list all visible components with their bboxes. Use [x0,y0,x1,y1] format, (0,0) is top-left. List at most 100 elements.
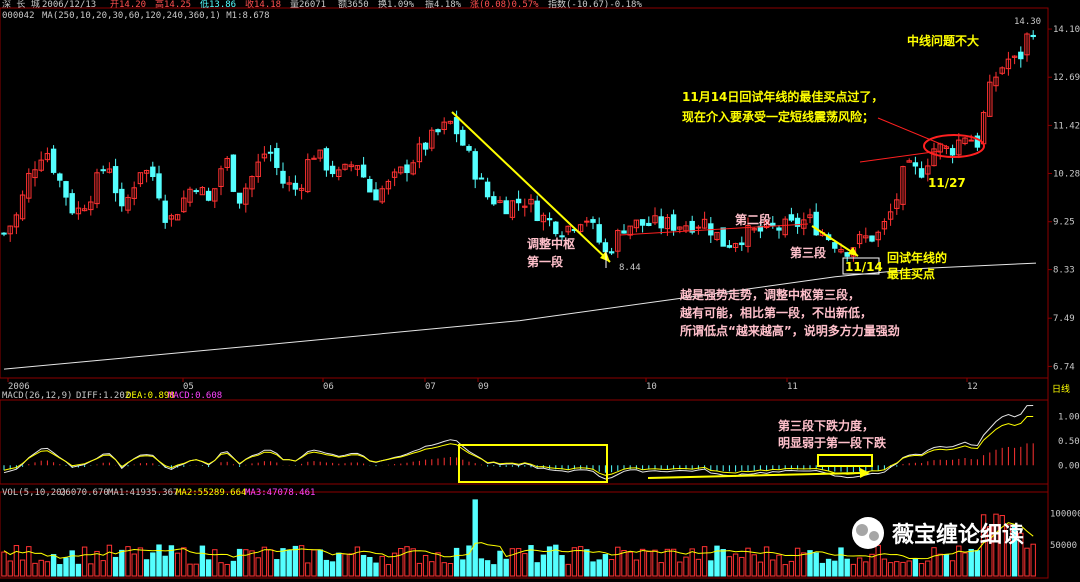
header-ma-line: MA(250,10,20,30,60,120,240,360,1) M1:8.6… [42,11,270,21]
volume-bar [602,554,609,577]
x-axis: 2006 05 06 07 09 10 11 12 [7,378,978,392]
volume-bar [943,553,950,577]
volume-bar [788,560,795,577]
volume-bar [466,545,472,577]
volume-bar [869,553,875,577]
candle-body [404,164,410,174]
header-date: 2006/12/13 [42,0,96,10]
volume-bar [255,557,261,577]
candle-body [286,182,292,185]
candle-body [949,148,956,156]
candle-body [323,148,330,171]
candle-body [987,81,993,117]
volume-bar [522,553,528,577]
candle-body [1030,34,1036,38]
candle-body [243,187,249,205]
volume-bar [162,555,168,577]
zone-label-2: 第一段 [527,254,564,269]
volume-bar [844,558,850,577]
candle-body [522,205,528,208]
volume-bar [100,560,106,577]
candle-body [844,252,850,257]
volume-bar [968,548,974,577]
volume-bar [435,552,441,577]
candle-body [887,211,894,220]
volume-bar [150,552,156,577]
candle-body [646,222,652,226]
candle-body [305,159,311,193]
header-index: 指数(-10.67)-0.18% [548,0,642,10]
candle-body [373,189,379,201]
candle-body [559,235,565,238]
volume-bar [565,563,571,577]
volume-bar [720,549,726,577]
candle-body [398,166,404,174]
candle-body [856,234,863,245]
volume-bar [577,546,584,577]
volume-bar [670,548,677,577]
candle-body [280,170,286,184]
volume-bar [646,551,652,577]
volume-bar [1018,532,1024,577]
volume-bars [1,499,1036,577]
candle-body [478,177,485,180]
volume-bar [491,564,497,577]
candle-body [466,146,472,151]
candle-body [19,194,26,220]
period-label: 日线 [1052,383,1070,395]
candle-body [869,235,875,242]
buy-note-1: 回试年线的 [887,250,947,265]
candle-body [13,214,20,228]
candle-body [788,214,795,221]
candle-body [162,200,168,223]
segment-1-arrowhead [600,251,610,262]
volume-bar [770,559,776,577]
candle-body [342,163,348,170]
volume-bar [559,555,565,577]
segment-3-label: 第三段 [790,245,827,260]
volume-bar [925,560,931,577]
volume-bar [683,556,689,577]
candle-body [627,225,633,236]
volume-bar [199,545,206,577]
volume-bar [137,547,144,577]
candle-body [26,172,32,199]
volume-bar [881,558,888,577]
macd-box-segment-1 [458,444,608,483]
candle-body [50,148,57,173]
candle-body [168,215,175,220]
candle-body [695,226,702,229]
callout-line-2 [859,150,941,163]
x-tick-label: 07 [425,382,436,392]
candle-body [181,197,187,213]
volume-bar [832,560,838,577]
candle-body [714,231,720,240]
candle-body [391,171,398,178]
volume-bar [751,554,757,577]
candle-body [435,129,441,133]
volume-bar [367,556,373,577]
volume-bar [1024,547,1030,577]
volume-bar [38,559,44,577]
volume-bar [453,547,460,577]
zone-label-1: 调整中枢 [527,236,575,251]
price-tick-label: 8.33 [1053,266,1075,276]
callout-line-1 [877,117,949,148]
date-1127: 11/27 [928,176,966,190]
volume-bar [267,549,274,577]
volume-bar [1030,543,1036,577]
candle-body [906,160,912,163]
candle-body [38,159,44,171]
candle-body [57,173,63,181]
volume-bar [19,559,26,577]
volume-bar [63,557,69,577]
volume-bar [224,563,230,577]
vol-ma1: MA1:41935.367 [108,488,178,498]
macd-box-segment-3 [817,454,873,467]
macd-dea: DEA:0.898 [126,391,175,401]
header-stock-code: 000042 [2,11,35,21]
volume-bar [125,546,131,577]
candle-body [751,228,757,231]
macd-arrowhead [860,468,870,478]
volume-bar [918,563,925,577]
